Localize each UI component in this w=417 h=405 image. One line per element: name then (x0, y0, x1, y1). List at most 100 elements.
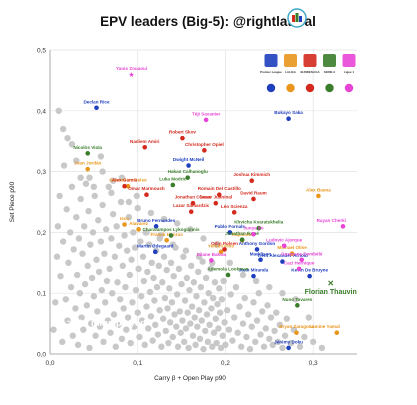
player-point (225, 272, 231, 278)
background-point (59, 338, 66, 346)
background-point (156, 235, 163, 242)
background-point (73, 214, 80, 221)
player-label: Joan Jordán (74, 161, 102, 166)
background-point (296, 343, 304, 350)
background-point (198, 317, 205, 324)
league-legend: Premier League LALIGA BUNDESLIGA SERIE A Lig… (260, 54, 356, 93)
player-point (125, 183, 131, 189)
background-point (283, 315, 291, 322)
background-point (101, 250, 108, 257)
background-point (195, 268, 202, 276)
league-name: Ligue 1 (344, 70, 355, 74)
league-logo-icon (323, 54, 336, 67)
background-point (54, 223, 62, 230)
background-point (207, 265, 214, 273)
player-point (188, 209, 194, 215)
background-point (181, 297, 189, 304)
background-point (169, 241, 176, 248)
background-point (159, 315, 167, 322)
player-label: Gioavni Lo Celso (109, 178, 147, 183)
background-point (98, 286, 105, 294)
background-point (53, 253, 61, 260)
background-point (200, 235, 207, 242)
background-point (105, 183, 112, 190)
background-point (146, 288, 154, 296)
background-point (250, 299, 257, 306)
player-point (222, 247, 227, 252)
background-point (292, 296, 299, 303)
player-point (258, 257, 263, 263)
background-point (199, 258, 206, 265)
player-label: Téji Savanier (192, 111, 221, 116)
background-point (137, 238, 144, 245)
x-tick-label: 0,0 (45, 360, 54, 367)
background-point (202, 274, 210, 282)
player-label: Dilane Bakwa (197, 252, 227, 257)
background-point (273, 309, 280, 316)
background-point (226, 259, 234, 266)
labelled-points: Declan Rice Bukayo Saka Dwight McNeil Bruno… (73, 66, 357, 351)
background-point (143, 303, 150, 310)
player-label: Charalampos Lykogiannis (143, 227, 200, 232)
player-label: Raphinha (232, 232, 253, 237)
background-point (83, 302, 91, 309)
background-point (115, 321, 122, 329)
background-point (166, 319, 174, 326)
player-label: Robert Skov (169, 130, 197, 135)
background-point (215, 325, 222, 332)
player-point (136, 227, 141, 232)
background-point (120, 305, 127, 312)
background-point (99, 168, 106, 175)
player-label: Declan Rice (83, 99, 109, 104)
player-label: Luka Modric (159, 176, 187, 181)
background-point (187, 226, 194, 233)
background-point (95, 217, 102, 224)
background-point (82, 180, 90, 187)
background-point (144, 268, 151, 276)
background-point (52, 299, 59, 306)
y-tick-label: 0,1 (37, 291, 46, 298)
player-label: Khvicha Kvaratskhelia (234, 220, 283, 225)
player-point (251, 231, 256, 237)
background-point (109, 210, 117, 218)
background-point (109, 177, 117, 184)
background-point (112, 343, 119, 350)
y-tick-label: 0,0 (37, 352, 46, 359)
background-point (110, 311, 118, 318)
background-point (77, 195, 84, 203)
background-point (88, 274, 96, 282)
background-point (276, 321, 284, 329)
player-label: Alavarez (129, 221, 149, 226)
account-logo (287, 8, 307, 28)
league-name: Premier League (260, 70, 282, 74)
background-point (181, 338, 188, 346)
background-point (220, 277, 227, 285)
background-point (135, 265, 142, 273)
background-point (103, 277, 111, 285)
background-point (156, 307, 163, 314)
player-point (85, 151, 91, 156)
player-label: Maddison (250, 251, 272, 256)
background-point (111, 253, 119, 260)
background-point (149, 337, 156, 344)
background-point (118, 174, 126, 181)
background-point (229, 337, 236, 344)
background-point (74, 341, 82, 349)
background-point (248, 323, 255, 330)
background-point (94, 308, 101, 315)
player-point (186, 163, 191, 168)
player-point (294, 330, 299, 336)
player-label: Bruno Fernandes (137, 218, 175, 223)
background-point (209, 343, 216, 350)
player-label: Nicolòs Viola (73, 145, 102, 150)
player-point (251, 273, 256, 279)
player-label: Lamine Yamal (309, 324, 340, 329)
player-label: Ludovic Ajorque (266, 237, 303, 242)
background-point (279, 344, 286, 352)
background-point (176, 308, 184, 315)
player-point (202, 148, 207, 153)
background-point (69, 332, 77, 339)
background-point (305, 314, 312, 321)
background-point (73, 271, 81, 279)
league-color-dot (286, 83, 295, 93)
